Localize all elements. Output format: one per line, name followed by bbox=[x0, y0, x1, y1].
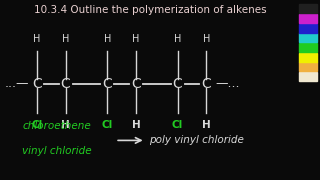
Bar bbox=[299, 24, 317, 33]
Text: H: H bbox=[33, 34, 41, 44]
Text: H: H bbox=[103, 34, 111, 44]
Text: C: C bbox=[131, 77, 141, 91]
Bar bbox=[299, 72, 317, 81]
Text: —...: —... bbox=[215, 77, 240, 90]
Text: vinyl chloride: vinyl chloride bbox=[22, 146, 92, 156]
Text: ...—: ...— bbox=[5, 77, 29, 90]
Text: H: H bbox=[62, 34, 69, 44]
Text: C: C bbox=[61, 77, 70, 91]
Text: Cl: Cl bbox=[172, 120, 183, 130]
Bar bbox=[299, 14, 317, 23]
Text: H: H bbox=[132, 120, 140, 130]
Text: H: H bbox=[203, 34, 210, 44]
Bar bbox=[299, 62, 317, 71]
Text: Cl: Cl bbox=[101, 120, 113, 130]
Text: H: H bbox=[202, 120, 211, 130]
Text: C: C bbox=[102, 77, 112, 91]
Text: C: C bbox=[32, 77, 42, 91]
Text: 10.3.4 Outline the polymerization of alkenes: 10.3.4 Outline the polymerization of alk… bbox=[34, 5, 267, 15]
Text: C: C bbox=[173, 77, 182, 91]
Text: Cl: Cl bbox=[31, 120, 43, 130]
Text: poly vinyl chloride: poly vinyl chloride bbox=[149, 135, 244, 145]
Text: C: C bbox=[202, 77, 211, 91]
Bar bbox=[299, 53, 317, 62]
Text: H: H bbox=[174, 34, 181, 44]
Text: H: H bbox=[132, 34, 140, 44]
Bar bbox=[299, 43, 317, 52]
Text: chloroethene: chloroethene bbox=[22, 121, 91, 131]
Bar bbox=[299, 4, 317, 13]
Text: H: H bbox=[61, 120, 70, 130]
Bar bbox=[299, 33, 317, 42]
